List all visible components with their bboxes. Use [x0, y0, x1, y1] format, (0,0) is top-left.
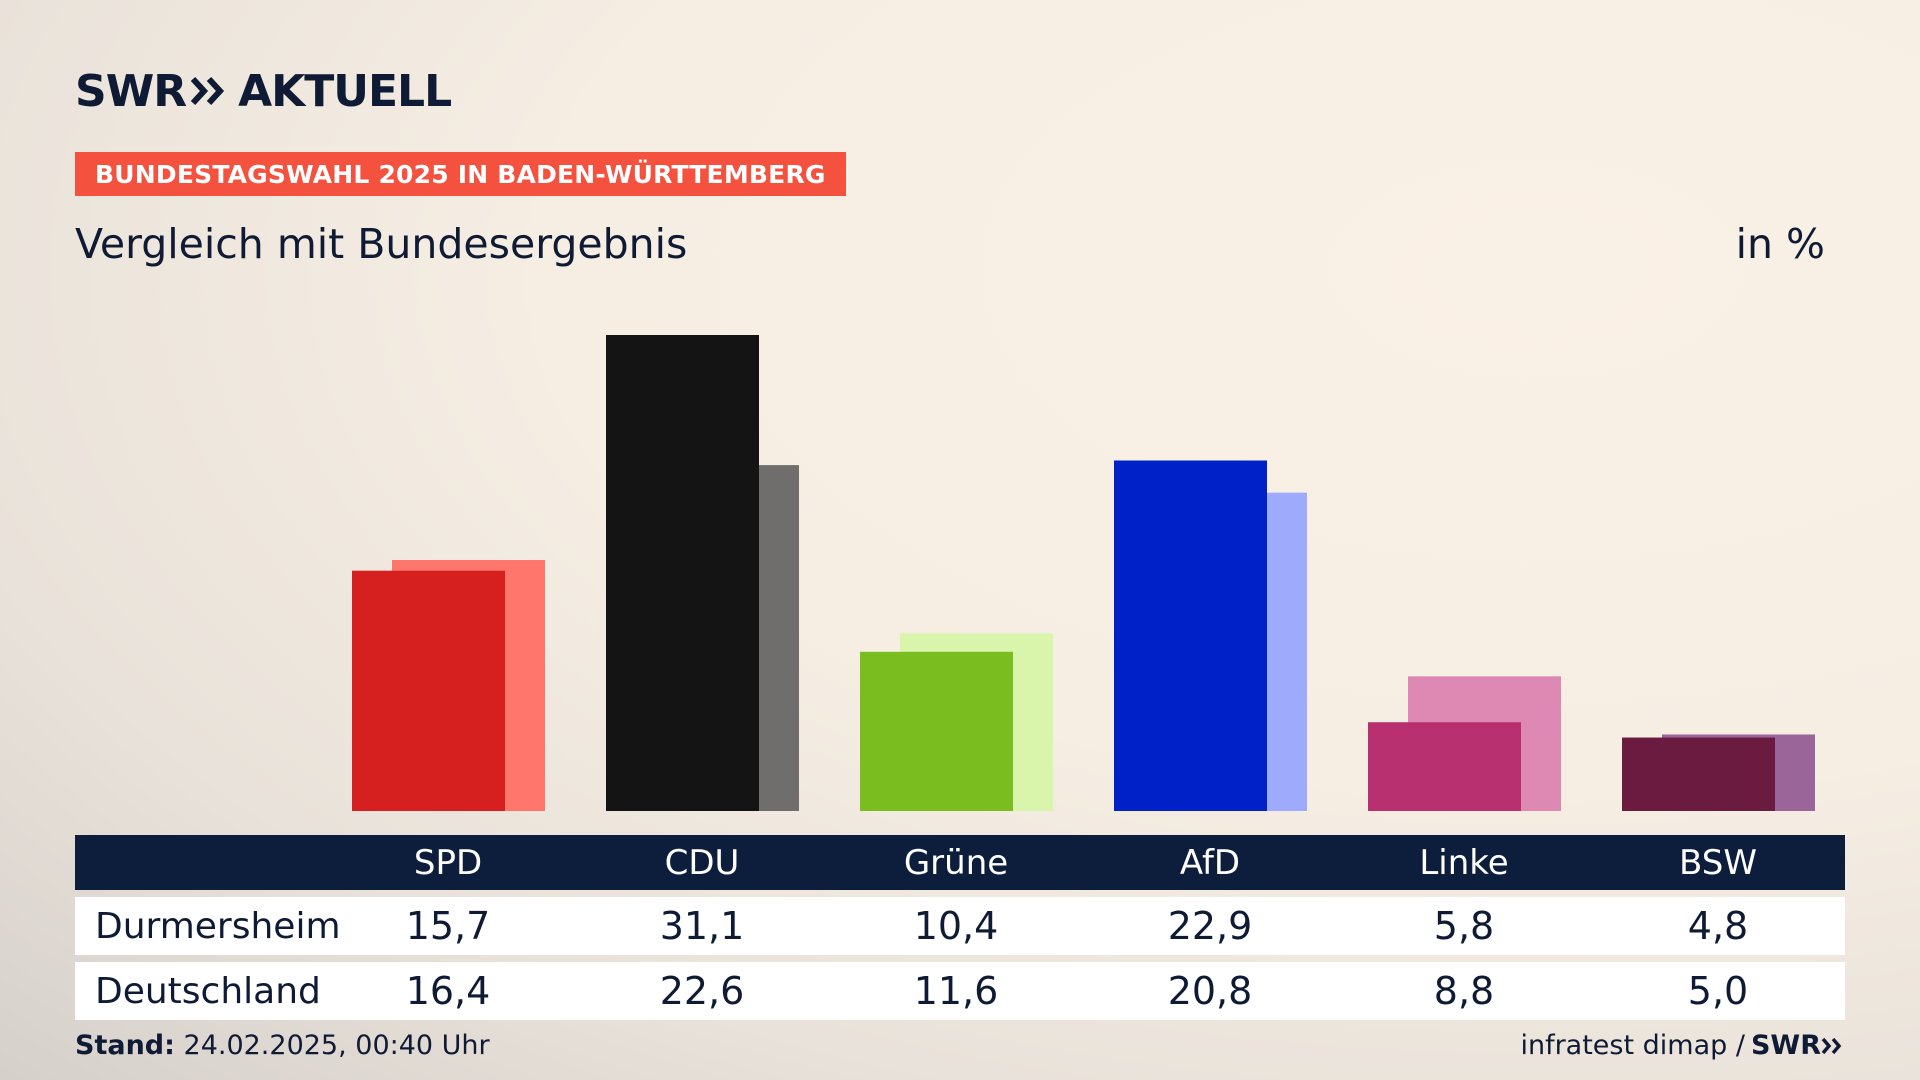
value-cell-deutschland-afd: 20,8	[1167, 969, 1253, 1013]
header-cell-bsw: BSW	[1679, 842, 1757, 883]
header-cell-linke: Linke	[1419, 842, 1509, 883]
chart-subtitle: Vergleich mit Bundesergebnis	[75, 220, 688, 268]
bar-durmersheim-afd	[1114, 460, 1267, 811]
value-cell-deutschland-linke: 8,8	[1433, 969, 1495, 1013]
source-credit: infratest dimap / SWR	[1520, 1030, 1845, 1061]
header-cell-afd: AfD	[1179, 842, 1241, 883]
row-label-deutschland: Deutschland	[95, 970, 321, 1012]
value-cell-deutschland-spd: 16,4	[405, 969, 491, 1013]
bar-chart	[352, 335, 1815, 811]
stand-label: Stand:	[75, 1030, 175, 1061]
value-cell-durmersheim-linke: 5,8	[1433, 904, 1495, 948]
table-row-durmersheim: Durmersheim 15,7 31,1 10,4 22,9 5,8 4,8	[75, 897, 1845, 955]
table-row-deutschland: Deutschland 16,4 22,6 11,6 20,8 8,8 5,0	[75, 962, 1845, 1020]
value-cell-durmersheim-afd: 22,9	[1167, 904, 1253, 948]
stand-value: 24.02.2025, 00:40 Uhr	[183, 1030, 490, 1061]
swr-brand: SWR	[1751, 1030, 1845, 1061]
value-cell-deutschland-cdu: 22,6	[659, 969, 745, 1013]
logo-suffix: AKTUELL	[238, 65, 452, 117]
source-label: infratest dimap /	[1520, 1030, 1745, 1061]
double-chevron-icon	[190, 76, 225, 106]
bar-durmersheim-spd	[352, 570, 505, 811]
header-cell-grüne: Grüne	[903, 842, 1009, 883]
bar-durmersheim-bsw	[1622, 737, 1775, 811]
bar-durmersheim-grüne	[860, 651, 1013, 811]
table-header-row: SPD CDU Grüne AfD Linke BSW	[75, 835, 1845, 890]
row-label-durmersheim: Durmersheim	[95, 905, 341, 947]
small-chevron-icon	[1821, 1037, 1842, 1054]
bar-durmersheim-cdu	[606, 335, 759, 811]
timestamp: Stand: 24.02.2025, 00:40 Uhr	[75, 1030, 490, 1061]
swr-aktuell-logo: SWR AKTUELL	[75, 65, 452, 117]
header-cell-cdu: CDU	[664, 842, 740, 883]
value-cell-deutschland-bsw: 5,0	[1687, 969, 1749, 1013]
value-cell-durmersheim-cdu: 31,1	[659, 904, 745, 948]
unit-label: in %	[1735, 220, 1825, 268]
header-cell-spd: SPD	[413, 842, 483, 883]
logo-prefix: SWR	[75, 65, 187, 117]
value-cell-durmersheim-grüne: 10,4	[913, 904, 999, 948]
election-banner: BUNDESTAGSWAHL 2025 IN BADEN-WÜRTTEMBERG	[75, 152, 846, 196]
brand-text: SWR	[1750, 1030, 1821, 1061]
value-cell-durmersheim-spd: 15,7	[405, 904, 491, 948]
results-table: SPD CDU Grüne AfD Linke BSW Durmersheim 15,7 3…	[75, 835, 1845, 1020]
value-cell-durmersheim-bsw: 4,8	[1687, 904, 1749, 948]
bar-durmersheim-linke	[1368, 722, 1521, 811]
value-cell-deutschland-grüne: 11,6	[913, 969, 999, 1013]
